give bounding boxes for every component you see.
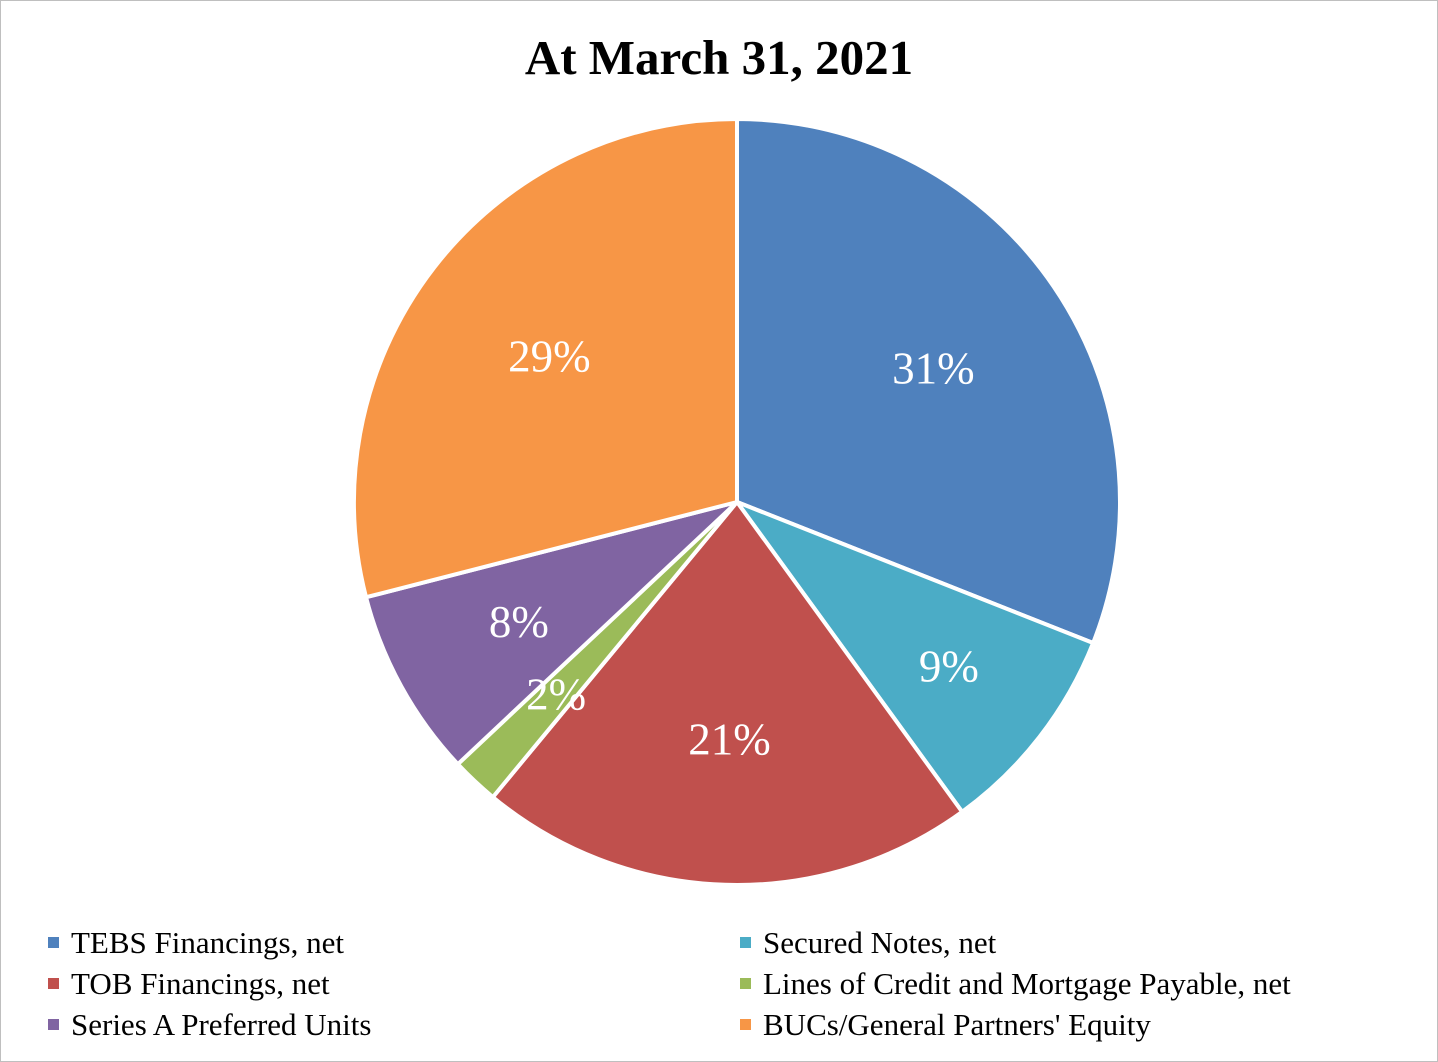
slice-data-label-secured-notes-net: 9% [919, 641, 979, 691]
pie-slice-tob-financings-net [490, 500, 965, 887]
legend-swatch [48, 978, 59, 990]
slice-data-label-tob-financings-net: 21% [688, 714, 771, 764]
pie-slice-tebs-financings-net [735, 117, 1122, 645]
legend-item-series-a-preferred: Series A Preferred Units [48, 1005, 371, 1045]
legend-item-bucs-equity: BUCs/General Partners' Equity [740, 1005, 1151, 1045]
pie-slices [352, 117, 1122, 887]
legend-item-lines-of-credit: Lines of Credit and Mortgage Payable, ne… [740, 964, 1291, 1004]
legend-label: Series A Preferred Units [71, 1007, 372, 1042]
slice-data-label-series-a-preferred-units: 8% [489, 597, 549, 647]
legend-swatch [740, 1019, 751, 1031]
pie-slice-series-a-preferred-units [364, 500, 739, 767]
legend-swatch [740, 978, 751, 990]
pie-labels: 31% 9% 21% 2% 8% 29% [489, 331, 979, 764]
pie-slice-bucs-general-partners-equity [352, 117, 739, 600]
chart-title: At March 31, 2021 [524, 30, 914, 85]
legend-label: TEBS Financings, net [71, 925, 344, 960]
legend-item-secured-notes: Secured Notes, net [740, 923, 996, 963]
legend-swatch [740, 937, 751, 949]
legend-swatch [48, 1019, 59, 1031]
legend-label: BUCs/General Partners' Equity [763, 1007, 1151, 1042]
slice-data-label-lines-of-credit-and-mortgage-payable-net: 2% [526, 670, 586, 720]
legend-label: Secured Notes, net [763, 925, 997, 960]
legend-item-tebs-financings: TEBS Financings, net [48, 923, 344, 963]
legend-label: TOB Financings, net [71, 966, 330, 1001]
slice-data-label-tebs-financings-net: 31% [892, 344, 975, 394]
legend-item-tob-financings: TOB Financings, net [48, 964, 330, 1004]
legend-label: Lines of Credit and Mortgage Payable, ne… [763, 966, 1291, 1001]
slice-data-label-bucs-general-partners-equity: 29% [508, 331, 591, 381]
chart-legend: TEBS Financings, net Secured Notes, net … [0, 920, 1438, 1050]
pie-slice-secured-notes-net [735, 500, 1096, 814]
legend-swatch [48, 937, 59, 949]
